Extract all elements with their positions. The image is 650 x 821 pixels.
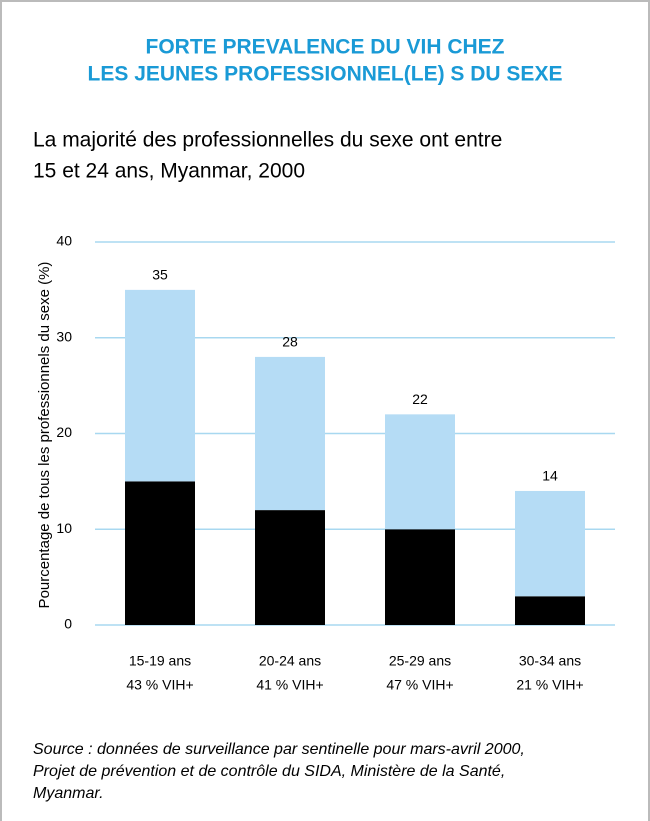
source: Myanmar. (33, 785, 104, 802)
y-tick-label: 10 (56, 520, 72, 536)
y-tick-label: 20 (56, 424, 72, 440)
bar-segment (385, 529, 455, 625)
bar-segment (385, 414, 455, 530)
y-tick-label: 40 (56, 233, 72, 249)
x-tick-note: 21 % VIH+ (516, 677, 583, 693)
bar-segment (255, 510, 325, 625)
x-tick-label: 20-24 ans (259, 653, 321, 669)
bar-segment (515, 490, 585, 597)
y-tick-label: 30 (56, 328, 72, 344)
bar-segment (515, 596, 585, 625)
y-axis-label: Pourcentage de tous les professionnels d… (36, 262, 53, 609)
y-tick-label: 0 (64, 616, 72, 632)
bar-segment (125, 481, 195, 625)
chart-title: FORTE PREVALENCE DU VIH CHEZ (146, 36, 505, 59)
subtitle: La majorité des professionnelles du sexe… (33, 129, 502, 152)
value-label: 28 (282, 334, 298, 350)
x-tick-note: 47 % VIH+ (386, 677, 453, 693)
x-tick-label: 30-34 ans (519, 653, 581, 669)
value-label: 35 (152, 267, 168, 283)
source: Projet de prévention et de contrôle du S… (33, 763, 505, 780)
x-tick-note: 43 % VIH+ (126, 677, 193, 693)
bar-segment (255, 356, 325, 511)
x-tick-label: 15-19 ans (129, 653, 191, 669)
subtitle: 15 et 24 ans, Myanmar, 2000 (33, 160, 305, 183)
x-tick-note: 41 % VIH+ (256, 677, 323, 693)
value-label: 14 (542, 468, 558, 484)
chart-title: LES JEUNES PROFESSIONNEL(LE) S DU SEXE (88, 63, 563, 86)
x-tick-label: 25-29 ans (389, 653, 451, 669)
value-label: 22 (412, 391, 428, 407)
bar-segment (125, 289, 195, 482)
source: Source : données de surveillance par sen… (33, 741, 525, 758)
